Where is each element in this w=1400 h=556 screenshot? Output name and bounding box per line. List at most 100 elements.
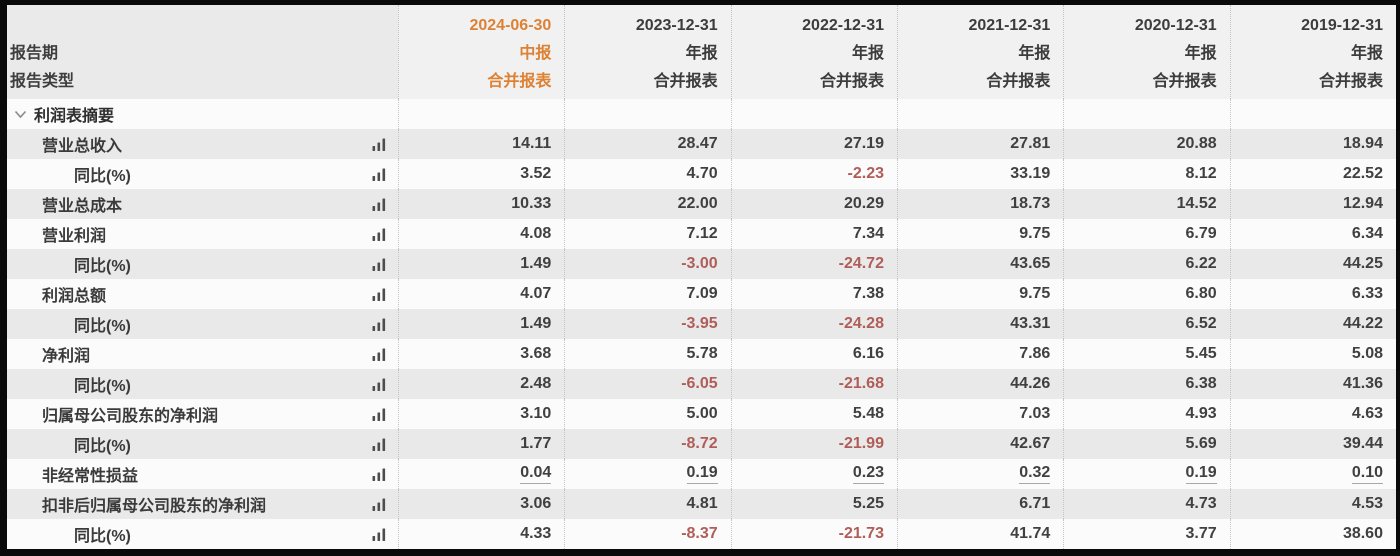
value-cell: 43.65 (896, 249, 1063, 279)
bar-chart-icon[interactable] (372, 378, 387, 391)
value: -3.95 (681, 315, 718, 332)
value-cell: -21.68 (730, 369, 897, 399)
column-header-2021-12-31[interactable]: 2021-12-31 年报 合并报表 (896, 5, 1063, 99)
table-row[interactable]: 利润总额 4.07 7.09 7.38 9.75 6.80 6.33 (7, 279, 1396, 309)
row-label: 非经常性损益 (42, 468, 139, 485)
value: 4.70 (686, 165, 718, 182)
table-row[interactable]: 同比(%) 4.33 -8.37 -21.73 41.74 3.77 38.60 (7, 519, 1396, 549)
row-label-cell: 非经常性损益 (7, 459, 398, 489)
value-cell: -6.05 (564, 369, 730, 399)
header-report-type: 合并报表 (819, 73, 884, 90)
table-row[interactable]: 净利润 3.68 5.78 6.16 7.86 5.45 5.08 (7, 339, 1396, 369)
value: 5.00 (686, 405, 718, 422)
value: 38.60 (1342, 525, 1383, 542)
value-cell: 4.07 (398, 279, 564, 309)
header-date: 2020-12-31 (1134, 17, 1217, 34)
table-row[interactable]: 同比(%) 2.48 -6.05 -21.68 44.26 6.38 41.36 (7, 369, 1396, 399)
value-cell: 20.88 (1063, 129, 1229, 159)
row-label-cell: 同比(%) (7, 519, 398, 549)
column-header-2022-12-31[interactable]: 2022-12-31 年报 合并报表 (730, 5, 897, 99)
value: -8.72 (681, 435, 718, 452)
value: 6.71 (1019, 495, 1051, 512)
value: 6.16 (852, 345, 884, 362)
value-cell: 7.86 (896, 339, 1063, 369)
table-row[interactable]: 营业利润 4.08 7.12 7.34 9.75 6.79 6.34 (7, 219, 1396, 249)
value-cell: 6.52 (1063, 309, 1229, 339)
value-cell: 5.45 (1063, 339, 1229, 369)
bar-chart-icon[interactable] (372, 498, 387, 511)
value-cell: 8.12 (1063, 159, 1229, 189)
value-cell: -21.73 (730, 519, 897, 549)
table-row[interactable]: 同比(%) 1.49 -3.95 -24.28 43.31 6.52 44.22 (7, 309, 1396, 339)
bar-chart-icon[interactable] (372, 258, 387, 271)
value: -24.72 (838, 255, 884, 272)
value: 0.10 (1351, 464, 1383, 484)
value-cell: 7.38 (730, 279, 897, 309)
bar-chart-icon[interactable] (372, 198, 387, 211)
table-row[interactable]: 营业总成本 10.33 22.00 20.29 18.73 14.52 12.94 (7, 189, 1396, 219)
value: 3.52 (520, 165, 552, 182)
column-header-2019-12-31[interactable]: 2019-12-31 年报 合并报表 (1229, 5, 1396, 99)
value-cell: 5.78 (564, 339, 730, 369)
value-cell: 9.75 (896, 279, 1063, 309)
value-cell: 0.04 (398, 459, 564, 489)
header-report-type: 合并报表 (653, 73, 718, 90)
row-label: 营业利润 (42, 228, 107, 245)
table-row[interactable]: 非经常性损益 0.04 0.19 0.23 0.32 0.19 0.10 (7, 459, 1396, 489)
value-cell: 0.32 (896, 459, 1063, 489)
value-cell: 1.49 (398, 309, 564, 339)
table-body: 利润表摘要 营业总收入 14.11 28.47 27.19 27.81 20.88 18.9… (7, 99, 1396, 549)
value-cell: 5.08 (1229, 339, 1396, 369)
value-cell: 4.81 (564, 489, 730, 519)
table-row[interactable]: 归属母公司股东的净利润 3.10 5.00 5.48 7.03 4.93 4.63 (7, 399, 1396, 429)
table-row[interactable]: 营业总收入 14.11 28.47 27.19 27.81 20.88 18.94 (7, 129, 1396, 159)
value-cell: 14.52 (1063, 189, 1229, 219)
header-date: 2021-12-31 (968, 17, 1051, 34)
table-row[interactable]: 扣非后归属母公司股东的净利润 3.06 4.81 5.25 6.71 4.73 4.53 (7, 489, 1396, 519)
value-cell: 4.93 (1063, 399, 1229, 429)
row-label: 利润总额 (42, 288, 107, 305)
column-header-2023-12-31[interactable]: 2023-12-31 年报 合并报表 (564, 5, 730, 99)
value: 0.19 (1185, 464, 1217, 484)
value-cell: -8.37 (564, 519, 730, 549)
table-row[interactable]: 同比(%) 1.77 -8.72 -21.99 42.67 5.69 39.44 (7, 429, 1396, 459)
value: 10.33 (511, 195, 552, 212)
bar-chart-icon[interactable] (372, 528, 387, 541)
value: 6.79 (1185, 225, 1217, 242)
section-row-income-statement-summary[interactable]: 利润表摘要 (7, 99, 1396, 129)
value: 6.80 (1185, 285, 1217, 302)
column-header-2024-06-30[interactable]: 2024-06-30 中报 合并报表 (398, 5, 564, 99)
header-period: 年报 (1350, 45, 1383, 62)
value: 2.48 (520, 375, 552, 392)
value: 7.34 (852, 225, 884, 242)
column-header-2020-12-31[interactable]: 2020-12-31 年报 合并报表 (1063, 5, 1229, 99)
value: 7.38 (852, 285, 884, 302)
value-cell: 9.75 (896, 219, 1063, 249)
bar-chart-icon[interactable] (372, 438, 387, 451)
value-cell: 42.67 (896, 429, 1063, 459)
value: 44.26 (1010, 375, 1051, 392)
bar-chart-icon[interactable] (372, 348, 387, 361)
row-label-cell: 净利润 (7, 339, 398, 369)
value-cell: 6.34 (1229, 219, 1396, 249)
bar-chart-icon[interactable] (372, 318, 387, 331)
row-label-cell: 营业总成本 (7, 189, 398, 219)
table-row[interactable]: 同比(%) 1.49 -3.00 -24.72 43.65 6.22 44.25 (7, 249, 1396, 279)
bar-chart-icon[interactable] (372, 408, 387, 421)
chevron-down-icon[interactable] (14, 110, 27, 119)
header-date: 2023-12-31 (635, 17, 718, 34)
header-period: 中报 (519, 45, 552, 62)
value: 44.25 (1342, 255, 1383, 272)
bar-chart-icon[interactable] (372, 468, 387, 481)
value-cell: 4.08 (398, 219, 564, 249)
value-cell: 6.33 (1229, 279, 1396, 309)
bar-chart-icon[interactable] (372, 168, 387, 181)
bar-chart-icon[interactable] (372, 138, 387, 151)
value-cell: 3.52 (398, 159, 564, 189)
bar-chart-icon[interactable] (372, 228, 387, 241)
bar-chart-icon[interactable] (372, 288, 387, 301)
value-cell: 27.19 (730, 129, 897, 159)
table-row[interactable]: 同比(%) 3.52 4.70 -2.23 33.19 8.12 22.52 (7, 159, 1396, 189)
value-cell: 0.23 (730, 459, 897, 489)
